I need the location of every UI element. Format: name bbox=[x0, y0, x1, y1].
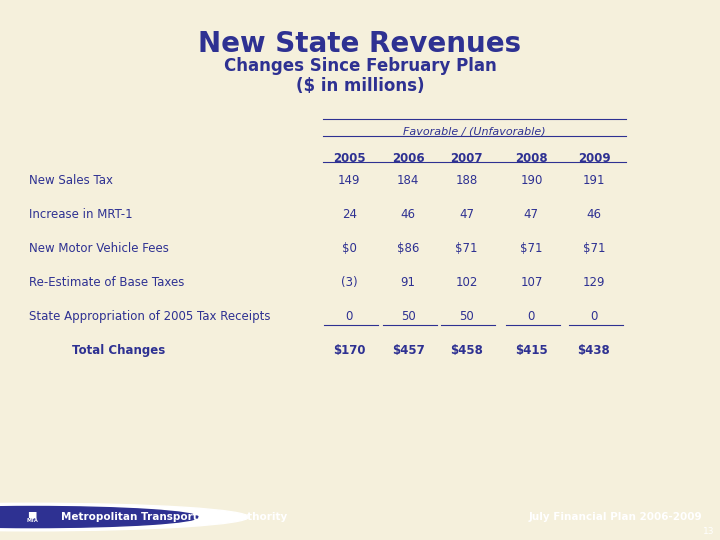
Text: 149: 149 bbox=[338, 174, 361, 187]
Text: 102: 102 bbox=[455, 276, 478, 289]
Text: 2007: 2007 bbox=[450, 152, 483, 165]
Text: $438: $438 bbox=[577, 344, 611, 357]
Text: 188: 188 bbox=[456, 174, 477, 187]
Text: (3): (3) bbox=[341, 276, 358, 289]
Text: $71: $71 bbox=[520, 242, 543, 255]
Text: 50: 50 bbox=[459, 310, 474, 323]
Text: 91: 91 bbox=[401, 276, 415, 289]
Text: 129: 129 bbox=[582, 276, 606, 289]
Text: 184: 184 bbox=[397, 174, 420, 187]
Text: $86: $86 bbox=[397, 242, 420, 255]
Text: 47: 47 bbox=[459, 208, 474, 221]
Text: ($ in millions): ($ in millions) bbox=[296, 77, 424, 94]
Text: 0: 0 bbox=[346, 310, 353, 323]
Text: MTA: MTA bbox=[27, 518, 38, 523]
Text: $0: $0 bbox=[342, 242, 356, 255]
Circle shape bbox=[0, 503, 248, 531]
Text: 13: 13 bbox=[703, 528, 714, 536]
Text: $458: $458 bbox=[450, 344, 483, 357]
Text: Total Changes: Total Changes bbox=[72, 344, 166, 357]
Text: $170: $170 bbox=[333, 344, 366, 357]
Circle shape bbox=[0, 507, 198, 528]
Text: 107: 107 bbox=[520, 276, 543, 289]
Text: New State Revenues: New State Revenues bbox=[199, 30, 521, 58]
Text: Metropolitan Transportation Authority: Metropolitan Transportation Authority bbox=[61, 512, 287, 522]
Text: 2006: 2006 bbox=[392, 152, 425, 165]
Text: Changes Since February Plan: Changes Since February Plan bbox=[224, 57, 496, 75]
Text: 2005: 2005 bbox=[333, 152, 366, 165]
Text: 191: 191 bbox=[582, 174, 606, 187]
Text: 0: 0 bbox=[590, 310, 598, 323]
Text: 50: 50 bbox=[401, 310, 415, 323]
Text: 2008: 2008 bbox=[515, 152, 548, 165]
Text: July Financial Plan 2006-2009: July Financial Plan 2006-2009 bbox=[528, 512, 702, 522]
Text: 0: 0 bbox=[528, 310, 535, 323]
Text: 47: 47 bbox=[524, 208, 539, 221]
Text: Re-Estimate of Base Taxes: Re-Estimate of Base Taxes bbox=[29, 276, 184, 289]
Text: 2009: 2009 bbox=[577, 152, 611, 165]
Text: New Motor Vehicle Fees: New Motor Vehicle Fees bbox=[29, 242, 168, 255]
Text: Increase in MRT-1: Increase in MRT-1 bbox=[29, 208, 132, 221]
Text: State Appropriation of 2005 Tax Receipts: State Appropriation of 2005 Tax Receipts bbox=[29, 310, 270, 323]
Text: 190: 190 bbox=[520, 174, 543, 187]
Text: Favorable / (Unfavorable): Favorable / (Unfavorable) bbox=[403, 127, 546, 137]
Text: $71: $71 bbox=[582, 242, 606, 255]
Text: $71: $71 bbox=[455, 242, 478, 255]
Text: New Sales Tax: New Sales Tax bbox=[29, 174, 113, 187]
Text: ██: ██ bbox=[28, 512, 37, 518]
Text: 24: 24 bbox=[342, 208, 356, 221]
Text: $457: $457 bbox=[392, 344, 425, 357]
Text: 46: 46 bbox=[401, 208, 415, 221]
Text: $415: $415 bbox=[515, 344, 548, 357]
Text: 46: 46 bbox=[587, 208, 601, 221]
